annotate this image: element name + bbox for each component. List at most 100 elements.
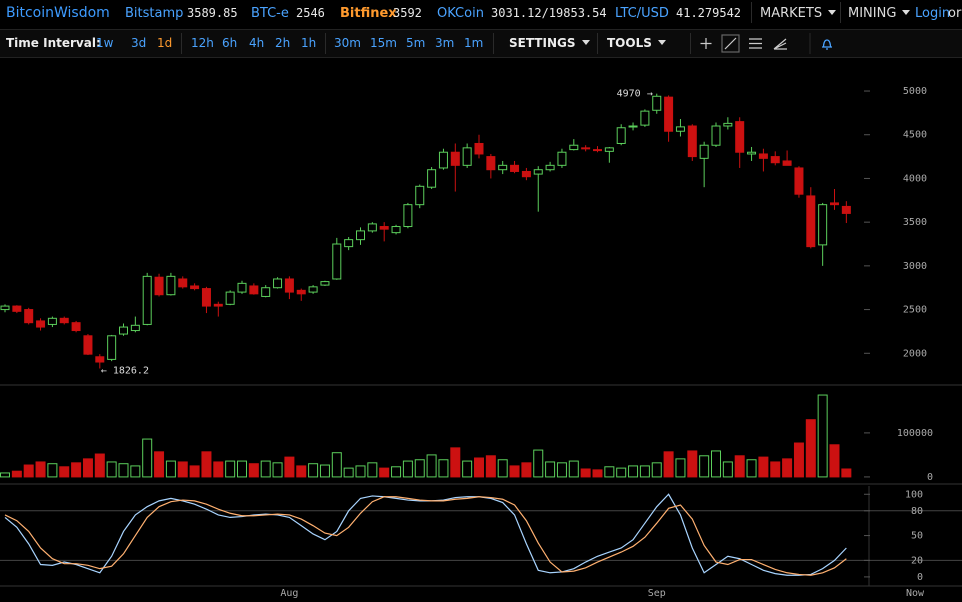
- ticker-name[interactable]: Bitfinex: [340, 6, 397, 21]
- candle-body: [604, 147, 614, 152]
- crosshair-tool[interactable]: [700, 38, 712, 49]
- interval[interactable]: 1h: [301, 36, 317, 50]
- volume-bar: [177, 461, 188, 478]
- interval[interactable]: 15m: [370, 36, 397, 50]
- interval[interactable]: 1m: [464, 36, 484, 50]
- login-link[interactable]: Login: [915, 6, 951, 21]
- interval[interactable]: 6h: [222, 36, 238, 50]
- candle-body: [699, 144, 709, 159]
- candle-body: [616, 127, 626, 144]
- y-tick-label: 3500: [903, 217, 927, 228]
- interval[interactable]: 5m: [406, 36, 426, 50]
- caret: [581, 40, 590, 45]
- y-tick-label: 100000: [897, 428, 933, 439]
- y-tick-label: 2000: [903, 348, 927, 359]
- volume-bar: [379, 467, 390, 478]
- volume-bar: [260, 460, 271, 478]
- volume-bar: [331, 452, 342, 478]
- interval[interactable]: 3d: [131, 36, 147, 50]
- candle-body: [782, 160, 792, 166]
- candle-body: [593, 149, 602, 152]
- ticker-price: 3589.85: [187, 6, 238, 20]
- volume-bar: [509, 465, 520, 478]
- volume-bar: [663, 451, 674, 478]
- tools-menu[interactable]: TOOLS: [607, 36, 666, 50]
- volume-bar: [521, 462, 532, 478]
- candle-body: [201, 288, 211, 307]
- volume-bar: [817, 394, 828, 478]
- volume-bar: [580, 468, 591, 478]
- volume-bar: [308, 463, 319, 478]
- line-tool-icon: [724, 37, 737, 50]
- interval[interactable]: 12h: [191, 36, 214, 50]
- ticker-name[interactable]: BTC-e: [251, 6, 289, 21]
- y-tick-label: 4000: [903, 173, 927, 184]
- brand[interactable]: BitcoinWisdom: [6, 5, 110, 21]
- interval[interactable]: 1d: [157, 36, 173, 50]
- header: BitcoinWisdom Bitstamp 3589.85 BTC-e 254…: [0, 0, 962, 27]
- interval[interactable]: 4h: [249, 36, 265, 50]
- volume-bar: [118, 463, 129, 478]
- volume-bar: [651, 462, 662, 478]
- candle-body: [462, 147, 472, 166]
- ticker-name[interactable]: Bitstamp: [125, 6, 184, 21]
- ticker-price: 41.279542: [676, 6, 742, 20]
- fan-tool[interactable]: [773, 38, 787, 50]
- candle-body: [24, 309, 34, 324]
- y-tick-label: 20: [911, 555, 923, 566]
- volume-bar: [533, 449, 544, 478]
- candle-body: [320, 281, 330, 286]
- separator: [325, 33, 326, 54]
- volume-bar: [11, 470, 22, 478]
- tools-label[interactable]: TOOLS: [607, 36, 652, 50]
- ticker-name[interactable]: OKCoin: [437, 6, 484, 21]
- volume-bar: [142, 438, 153, 478]
- y-tick-label: 5000: [903, 86, 927, 97]
- tool-icons: [700, 33, 832, 54]
- menu[interactable]: MINING: [848, 6, 911, 21]
- volume-bar: [426, 454, 437, 478]
- candle-body: [770, 156, 780, 164]
- candle-body: [818, 204, 828, 246]
- candle-body: [47, 317, 57, 325]
- volume-bar: [604, 466, 615, 478]
- separator: [840, 2, 841, 23]
- settings-label[interactable]: SETTINGS: [509, 36, 576, 50]
- menu-label[interactable]: MARKETS: [760, 6, 823, 21]
- volume-bar: [829, 444, 840, 478]
- candle-body: [59, 317, 69, 324]
- candle-body: [510, 164, 520, 172]
- volume-bar: [71, 462, 82, 478]
- interval[interactable]: 3m: [435, 36, 455, 50]
- hline-tool[interactable]: [749, 38, 762, 49]
- ticker-name[interactable]: LTC/USD: [615, 6, 669, 21]
- volume-bar: [367, 462, 378, 478]
- alert-icon[interactable]: [822, 39, 832, 50]
- ticker-price: 3592: [393, 6, 422, 20]
- candle-body: [841, 205, 851, 214]
- candle-body: [581, 147, 591, 150]
- candle-body: [640, 110, 650, 126]
- candle-body: [758, 153, 768, 159]
- volume-bar: [213, 461, 224, 478]
- stoch-line: [4, 496, 847, 576]
- interval[interactable]: 2h: [275, 36, 291, 50]
- volume-bar: [165, 460, 176, 478]
- line-tool[interactable]: [721, 34, 740, 53]
- y-tick-label: 4500: [903, 130, 927, 141]
- menu[interactable]: MARKETS: [760, 6, 837, 21]
- toolbar: Time Interval: 1w 3d 1d 12h 6h 4h 2h 1h …: [0, 29, 962, 58]
- candle-body: [190, 285, 200, 290]
- separator: [690, 33, 691, 54]
- interval[interactable]: 1w: [96, 36, 114, 50]
- candle-body: [557, 151, 567, 166]
- candle-body: [747, 151, 757, 155]
- x-end-label: Now: [906, 588, 925, 599]
- interval[interactable]: 30m: [334, 36, 361, 50]
- volume-bar: [414, 459, 425, 478]
- volume-bar: [639, 465, 650, 478]
- candle-body: [296, 289, 306, 295]
- volume-bar: [734, 455, 745, 478]
- settings-menu[interactable]: SETTINGS: [509, 36, 590, 50]
- menu-label[interactable]: MINING: [848, 6, 897, 21]
